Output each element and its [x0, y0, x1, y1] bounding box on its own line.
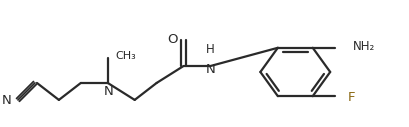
Text: NH₂: NH₂: [352, 40, 374, 53]
Text: CH₃: CH₃: [115, 51, 136, 61]
Text: N: N: [103, 85, 113, 98]
Text: F: F: [347, 91, 354, 104]
Text: O: O: [167, 33, 177, 46]
Text: N: N: [205, 64, 215, 76]
Text: N: N: [1, 94, 11, 107]
Text: H: H: [206, 43, 214, 55]
